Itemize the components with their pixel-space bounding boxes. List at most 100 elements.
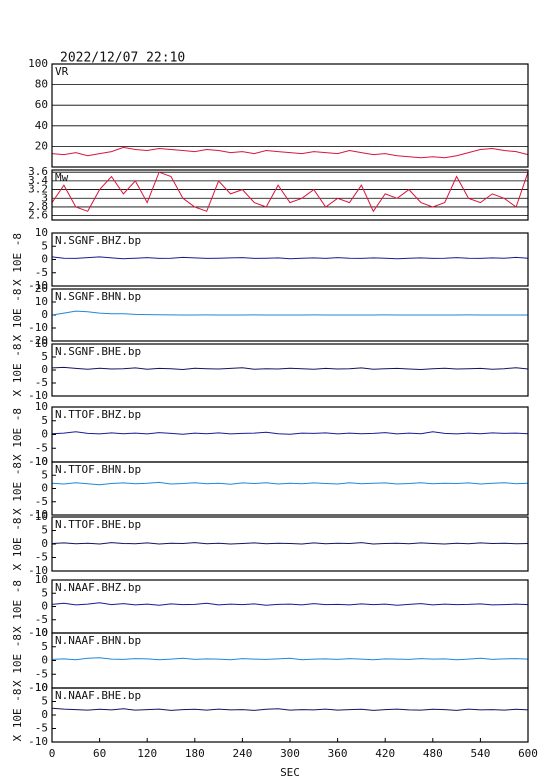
y-tick-label: 0: [41, 363, 48, 376]
trace: [51, 707, 529, 711]
y-tick-label: -10: [28, 735, 48, 748]
trace: [51, 431, 529, 435]
trace: [51, 366, 529, 371]
y-tick-label: 0: [41, 654, 48, 667]
y-tick-label: 10: [35, 455, 48, 468]
y-tick-label: -20: [28, 334, 48, 347]
panel-label: N.NAAF.BHZ.bp: [55, 581, 141, 594]
panel-label: N.SGNF.BHE.bp: [55, 345, 141, 358]
x-tick-label: 180: [185, 747, 205, 760]
panel-label: N.SGNF.BHZ.bp: [55, 234, 141, 247]
y-tick-label: -5: [35, 376, 48, 389]
y-tick-label: -5: [35, 667, 48, 680]
y-tick-label: 0: [41, 708, 48, 721]
y-axis-label: X 10E -8: [11, 689, 24, 742]
x-tick-label: 360: [328, 747, 348, 760]
y-tick-label: 3.2: [28, 183, 48, 196]
trace: [51, 542, 529, 545]
y-axis-label: X 10E -8: [11, 344, 24, 397]
y-tick-label: 5: [41, 695, 48, 708]
y-tick-label: 10: [35, 337, 48, 350]
panel-label: N.TTOF.BHN.bp: [55, 463, 141, 476]
y-axis-label: X 10E -8: [11, 580, 24, 633]
panel-label: N.TTOF.BHE.bp: [55, 518, 141, 531]
trace: [51, 256, 529, 260]
y-tick-label: 2.6: [28, 209, 48, 222]
trace: [51, 481, 529, 486]
panel-label: Mw: [55, 171, 69, 184]
trace: [51, 310, 528, 316]
y-tick-label: 10: [35, 226, 48, 239]
y-axis-label: X 10E -8: [11, 462, 24, 515]
panel-frame: [51, 516, 529, 572]
y-tick-label: 60: [35, 98, 48, 111]
y-axis-label: X 10E -8: [11, 233, 24, 286]
trace: [51, 602, 529, 606]
y-tick-label: -5: [35, 441, 48, 454]
y-tick-label: 0: [41, 308, 48, 321]
y-tick-label: -5: [35, 613, 48, 626]
y-tick-label: 0: [41, 600, 48, 613]
y-tick-label: 5: [41, 640, 48, 653]
trace: [51, 657, 529, 661]
x-tick-label: 60: [93, 747, 106, 760]
trace: [51, 171, 529, 213]
y-tick-label: 10: [35, 681, 48, 694]
y-tick-label: 3.6: [28, 165, 48, 178]
y-tick-label: 20: [35, 282, 48, 295]
panel-frame: [51, 288, 529, 342]
x-tick-label: 0: [49, 747, 56, 760]
y-tick-label: 20: [35, 139, 48, 152]
panel-label: N.NAAF.BHE.bp: [55, 689, 141, 702]
x-tick-label: 600: [518, 747, 538, 760]
panel-label: N.TTOF.BHZ.bp: [55, 408, 141, 421]
y-tick-label: 10: [35, 510, 48, 523]
y-tick-label: 0: [41, 537, 48, 550]
panel-label: VR: [55, 65, 69, 78]
y-tick-label: -10: [28, 389, 48, 402]
y-tick-label: 10: [35, 295, 48, 308]
y-tick-label: 3: [41, 191, 48, 204]
y-tick-label: 10: [35, 626, 48, 639]
y-tick-label: 3.4: [28, 174, 48, 187]
panel-frame: [51, 232, 529, 287]
y-tick-label: 10: [35, 573, 48, 586]
y-tick-label: -10: [28, 626, 48, 639]
y-tick-label: -10: [28, 681, 48, 694]
y-tick-label: 10: [35, 400, 48, 413]
y-tick-label: -5: [35, 266, 48, 279]
y-tick-label: -5: [35, 722, 48, 735]
y-axis-label: X 10E -8: [11, 408, 24, 461]
y-tick-label: -10: [28, 564, 48, 577]
x-tick-label: 540: [470, 747, 490, 760]
x-tick-label: 240: [232, 747, 252, 760]
y-axis-label: X 10E -8: [11, 289, 24, 342]
y-tick-label: 5: [41, 414, 48, 427]
x-tick-label: 480: [423, 747, 443, 760]
y-axis-label: X 10E -8: [11, 518, 24, 571]
y-tick-label: 0: [41, 253, 48, 266]
y-tick-label: 5: [41, 468, 48, 481]
panel-frame: [51, 169, 529, 221]
y-tick-label: -5: [35, 551, 48, 564]
y-tick-label: 2.8: [28, 200, 48, 213]
panel-frame: [51, 461, 529, 516]
x-tick-label: 420: [375, 747, 395, 760]
y-tick-label: -10: [28, 279, 48, 292]
y-tick-label: -10: [28, 508, 48, 521]
panel-label: N.SGNF.BHN.bp: [55, 290, 141, 303]
y-tick-label: 0: [41, 482, 48, 495]
panel-label: N.NAAF.BHN.bp: [55, 634, 141, 647]
y-tick-label: -10: [28, 455, 48, 468]
x-tick-label: 300: [280, 747, 300, 760]
y-tick-label: 100: [28, 57, 48, 70]
y-tick-label: -5: [35, 495, 48, 508]
y-tick-label: 80: [35, 78, 48, 91]
x-axis-label: SEC: [280, 766, 300, 779]
y-tick-label: 5: [41, 524, 48, 537]
panel-frame: [51, 343, 529, 397]
y-tick-label: 5: [41, 586, 48, 599]
y-tick-label: 5: [41, 350, 48, 363]
y-axis-label: X 10E -8: [11, 634, 24, 687]
